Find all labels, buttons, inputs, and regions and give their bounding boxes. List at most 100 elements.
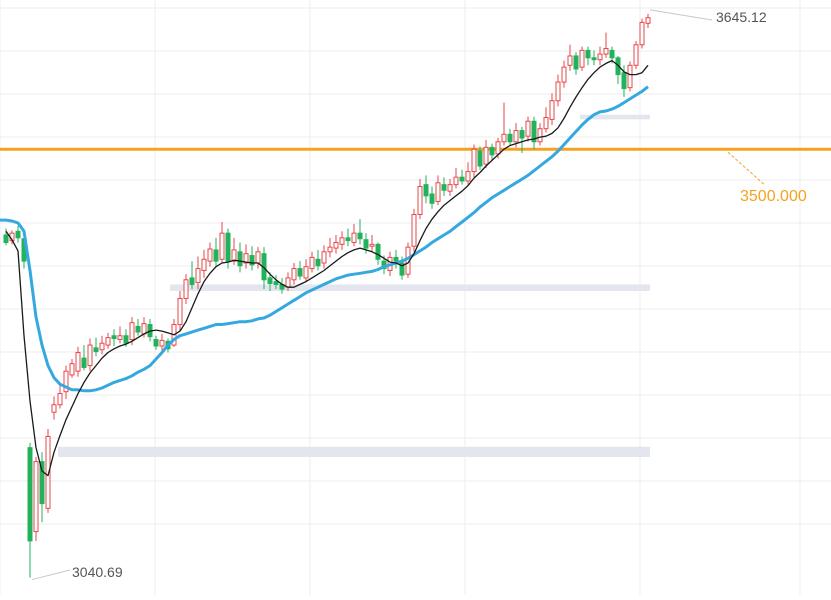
candle-body — [633, 44, 639, 66]
candle-body — [447, 184, 453, 192]
candle — [561, 60, 567, 88]
candle — [429, 186, 435, 209]
candle-body — [225, 232, 231, 262]
candle-body — [297, 268, 303, 277]
extreme-markers: 3645.12 3040.69 — [31, 9, 767, 581]
candle-body — [183, 279, 189, 299]
candle-body — [543, 117, 549, 130]
candle — [507, 128, 513, 146]
candle-body — [255, 251, 261, 264]
candle-body — [159, 339, 165, 347]
candle — [195, 256, 201, 290]
candle-body — [627, 64, 633, 89]
candle-body — [411, 213, 417, 247]
candle-body — [129, 322, 135, 340]
support-zone-0 — [580, 114, 650, 120]
candle — [237, 242, 243, 273]
candle-body — [423, 184, 429, 197]
candle-body — [195, 268, 201, 284]
candle — [327, 237, 333, 258]
candle — [87, 338, 93, 372]
candle — [627, 61, 633, 92]
candle-body — [93, 347, 99, 353]
candle — [603, 32, 609, 58]
support-zone-2 — [58, 446, 650, 457]
candle-body — [51, 404, 57, 413]
candle-body — [339, 237, 345, 245]
candle — [567, 44, 573, 71]
candle-body — [585, 49, 591, 59]
candle — [291, 262, 297, 285]
candle-body — [531, 120, 537, 143]
candle — [465, 162, 471, 185]
candle-body — [87, 344, 93, 367]
candle-body — [75, 352, 81, 372]
candle — [615, 55, 621, 84]
candle-body — [249, 255, 255, 266]
candle — [267, 272, 273, 291]
candle — [423, 175, 429, 204]
candle-body — [549, 100, 555, 120]
candle-body — [435, 182, 441, 202]
candle — [189, 261, 195, 290]
candle-body — [459, 176, 465, 182]
candles — [3, 13, 651, 578]
candle — [243, 244, 249, 269]
candle — [207, 242, 213, 267]
candle — [105, 332, 111, 349]
candle-body — [105, 337, 111, 346]
candle — [129, 317, 135, 346]
candle — [147, 318, 153, 342]
candle — [81, 345, 87, 371]
candle-body — [99, 342, 105, 351]
candle — [57, 384, 63, 409]
candle — [585, 46, 591, 66]
candle-body — [489, 146, 495, 156]
horizontal-level[interactable]: 3500.000 — [0, 147, 831, 205]
candle-body — [519, 130, 525, 139]
candle-body — [537, 128, 543, 143]
candle-body — [111, 335, 117, 340]
candle — [459, 169, 465, 185]
candle-body — [69, 363, 75, 376]
candle — [549, 93, 555, 125]
candle-body — [273, 281, 279, 285]
candle — [543, 107, 549, 133]
candle-body — [177, 297, 183, 326]
candle-body — [477, 150, 483, 167]
candle-body — [117, 335, 123, 340]
candle — [213, 237, 219, 266]
candle — [69, 359, 75, 378]
candle-body — [591, 57, 597, 61]
candle-body — [321, 251, 327, 264]
candle-body — [81, 357, 87, 368]
candle — [309, 251, 315, 273]
candle-body — [597, 53, 603, 61]
candle — [525, 116, 531, 142]
candle — [621, 65, 627, 97]
candle-body — [333, 241, 339, 249]
candle-body — [123, 335, 129, 344]
candle-body — [441, 184, 447, 191]
high-leader-line — [649, 9, 713, 21]
candle — [573, 52, 579, 75]
candle — [201, 249, 207, 278]
candle-body — [369, 243, 375, 247]
candle — [27, 442, 33, 578]
candle-body — [579, 49, 585, 68]
candle — [135, 318, 141, 336]
candle-body — [603, 47, 609, 55]
candle — [393, 249, 399, 269]
candle-body — [513, 130, 519, 143]
candle — [153, 335, 159, 350]
candle-body — [189, 277, 195, 285]
candle-body — [351, 232, 357, 243]
candle-body — [219, 232, 225, 260]
candle-body — [567, 55, 573, 66]
candle-body — [465, 171, 471, 182]
ma-fast-line — [5, 59, 649, 477]
candle — [531, 116, 537, 150]
